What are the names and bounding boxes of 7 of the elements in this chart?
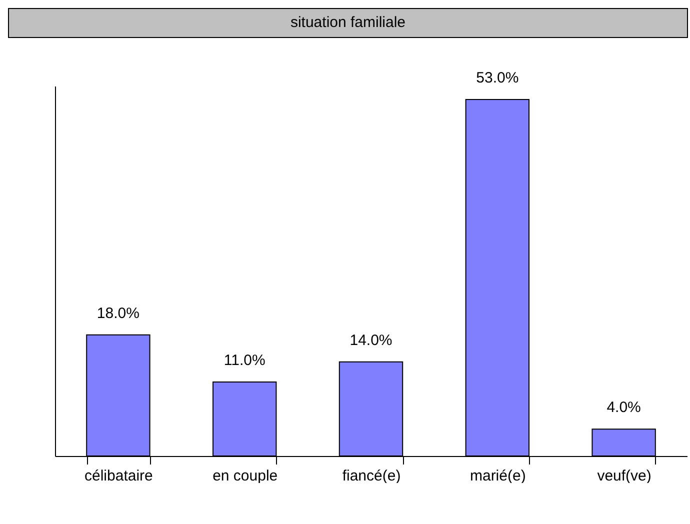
data-label: 53.0% (476, 69, 519, 86)
data-label: 4.0% (606, 399, 641, 416)
chart-title: situation familiale (8, 8, 688, 38)
data-label: 18.0% (96, 304, 140, 322)
data-label: 14.0% (350, 332, 392, 349)
data-label: 11.0% (224, 352, 266, 369)
x-tick-label: célibataire (84, 468, 153, 484)
